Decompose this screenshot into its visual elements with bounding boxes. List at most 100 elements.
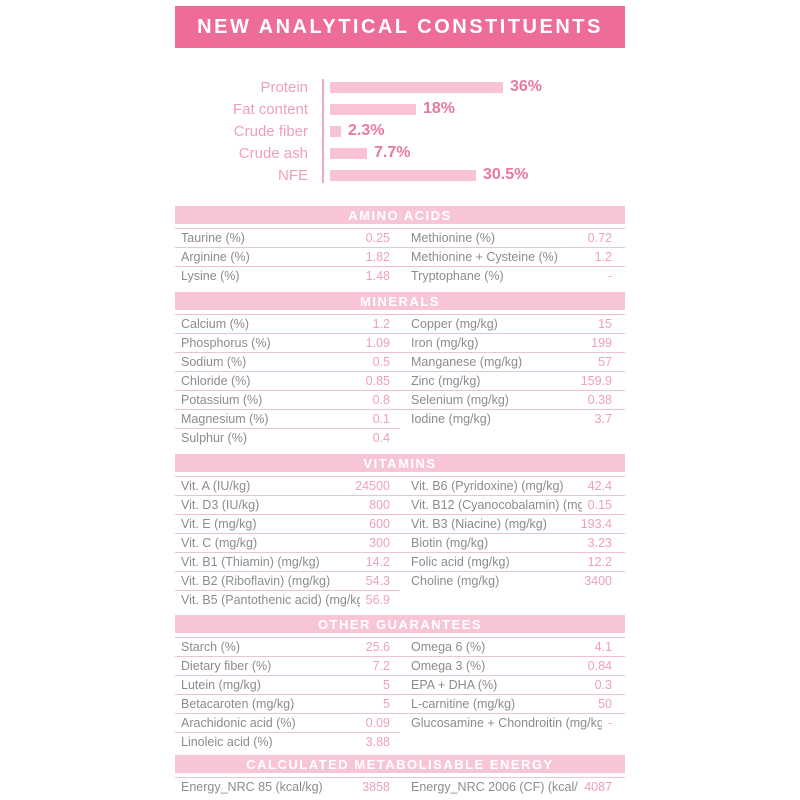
- table-row: Arachidonic acid (%) 0.09: [175, 713, 400, 732]
- row-label: Linoleic acid (%): [181, 735, 273, 749]
- row-label: Phosphorus (%): [181, 336, 271, 350]
- table-row: Omega 6 (%) 4.1: [400, 637, 625, 656]
- row-value: 7.2: [372, 659, 390, 673]
- row-label: Sodium (%): [181, 355, 247, 369]
- table-title-band: CALCULATED METABOLISABLE ENERGY: [175, 755, 625, 773]
- table-row: Iodine (mg/kg) 3.7: [400, 409, 625, 428]
- row-value: 0.25: [365, 231, 390, 245]
- row-value: 3.7: [594, 412, 612, 426]
- table-column-left: Taurine (%) 0.25 Arginine (%) 1.82 Lysine (%…: [175, 228, 400, 285]
- chart-row: Fat content 18%: [175, 98, 625, 120]
- row-value: 3.88: [365, 735, 390, 749]
- row-value: 0.84: [587, 659, 612, 673]
- table-vitamins: VITAMINS Vit. A (IU/kg) 24500 Vit. D3 (IU/k…: [175, 454, 625, 609]
- row-label: Omega 6 (%): [411, 640, 486, 654]
- table-column-right: Methionine (%) 0.72 Methionine + Cysteine …: [400, 228, 625, 285]
- table-row: Chloride (%) 0.85: [175, 371, 400, 390]
- table-row: Lutein (mg/kg) 5: [175, 675, 400, 694]
- row-value: 600: [369, 517, 390, 531]
- row-label: Zinc (mg/kg): [411, 374, 481, 388]
- row-label: Vit. B2 (Riboflavin) (mg/kg): [181, 574, 331, 588]
- table-row: Vit. B6 (Pyridoxine) (mg/kg) 42.4: [400, 476, 625, 495]
- table-row: Magnesium (%) 0.1: [175, 409, 400, 428]
- table-row: Betacaroten (mg/kg) 5: [175, 694, 400, 713]
- row-value: 0.85: [365, 374, 390, 388]
- table-row: Biotin (mg/kg) 3.23: [400, 533, 625, 552]
- table-columns: Starch (%) 25.6 Dietary fiber (%) 7.2 Lutein…: [175, 637, 625, 751]
- chart-category-label: NFE: [278, 166, 308, 184]
- table-row: EPA + DHA (%) 0.3: [400, 675, 625, 694]
- row-value: 50: [598, 697, 612, 711]
- row-value: -: [607, 269, 612, 283]
- row-label: Iron (mg/kg): [411, 336, 479, 350]
- table-title-band: OTHER GUARANTEES: [175, 615, 625, 633]
- header-banner: NEW ANALYTICAL CONSTITUENTS: [175, 6, 625, 48]
- row-value: 24500: [355, 479, 390, 493]
- row-value: 193.4: [580, 517, 612, 531]
- row-label: Tryptophane (%): [411, 269, 504, 283]
- table-column-right: Energy_NRC 2006 (CF) (kcal/kg) 4087: [400, 777, 625, 796]
- table-columns: Calcium (%) 1.2 Phosphorus (%) 1.09 Sodium (…: [175, 314, 625, 447]
- row-label: Betacaroten (mg/kg): [181, 697, 295, 711]
- row-label: Manganese (mg/kg): [411, 355, 523, 369]
- chart-category-label: Crude ash: [238, 144, 308, 162]
- table-title-band: AMINO ACIDS: [175, 206, 625, 224]
- table-row: Vit. B5 (Pantothenic acid) (mg/kg) 56.9: [175, 590, 400, 609]
- row-value: 12.2: [587, 555, 612, 569]
- row-value: 1.09: [365, 336, 390, 350]
- table-row: Calcium (%) 1.2: [175, 314, 400, 333]
- row-label: Vit. D3 (IU/kg): [181, 498, 260, 512]
- table-columns: Taurine (%) 0.25 Arginine (%) 1.82 Lysine (%…: [175, 228, 625, 285]
- chart-value-label: 30.5%: [483, 166, 529, 183]
- row-value: 3.23: [587, 536, 612, 550]
- table-title-band: VITAMINS: [175, 454, 625, 472]
- chart-row: Crude ash 7.7%: [175, 142, 625, 164]
- table-row: Sulphur (%) 0.4: [175, 428, 400, 447]
- table-column-right: Omega 6 (%) 4.1 Omega 3 (%) 0.84 EPA + DHA (…: [400, 637, 625, 751]
- chart-bar: [330, 169, 476, 181]
- analytical-chart: Protein 36% Fat content 18% Crude fiber 2.3% C…: [175, 76, 625, 186]
- chart-bar: [330, 103, 416, 115]
- row-value: 3858: [362, 780, 390, 794]
- row-value: 4.1: [594, 640, 612, 654]
- row-label: Lutein (mg/kg): [181, 678, 261, 692]
- row-value: 54.3: [365, 574, 390, 588]
- page-title: NEW ANALYTICAL CONSTITUENTS: [197, 15, 603, 38]
- table-row: Sodium (%) 0.5: [175, 352, 400, 371]
- table-row: Copper (mg/kg) 15: [400, 314, 625, 333]
- row-label: Dietary fiber (%): [181, 659, 272, 673]
- tables: AMINO ACIDS Taurine (%) 0.25 Arginine (%) 1.…: [175, 206, 625, 796]
- chart-bar: [330, 147, 367, 159]
- row-value: 0.8: [372, 393, 390, 407]
- row-label: Starch (%): [181, 640, 241, 654]
- table-row: Manganese (mg/kg) 57: [400, 352, 625, 371]
- row-value: 25.6: [365, 640, 390, 654]
- row-label: Taurine (%): [181, 231, 245, 245]
- table-row: Vit. A (IU/kg) 24500: [175, 476, 400, 495]
- row-value: 1.82: [365, 250, 390, 264]
- row-value: 5: [383, 697, 390, 711]
- row-value: 5: [383, 678, 390, 692]
- row-value: 57: [598, 355, 612, 369]
- table-row: Potassium (%) 0.8: [175, 390, 400, 409]
- table-row: Selenium (mg/kg) 0.38: [400, 390, 625, 409]
- row-label: Potassium (%): [181, 393, 263, 407]
- table-column-left: Calcium (%) 1.2 Phosphorus (%) 1.09 Sodium (…: [175, 314, 400, 447]
- chart-value-label: 2.3%: [348, 122, 385, 139]
- table-columns: Vit. A (IU/kg) 24500 Vit. D3 (IU/kg) 800 Vit…: [175, 476, 625, 609]
- table-row: Iron (mg/kg) 199: [400, 333, 625, 352]
- table-minerals: MINERALS Calcium (%) 1.2 Phosphorus (%) 1.09…: [175, 292, 625, 447]
- row-value: 0.09: [365, 716, 390, 730]
- row-label: Vit. B3 (Niacine) (mg/kg): [411, 517, 547, 531]
- row-label: Copper (mg/kg): [411, 317, 498, 331]
- table-row: Vit. B2 (Riboflavin) (mg/kg) 54.3: [175, 571, 400, 590]
- table-row: Zinc (mg/kg) 159.9: [400, 371, 625, 390]
- chart-value-label: 7.7%: [374, 144, 411, 161]
- table-columns: Energy_NRC 85 (kcal/kg) 3858 Energy_NRC 20…: [175, 777, 625, 796]
- row-value: 42.4: [587, 479, 612, 493]
- row-label: Chloride (%): [181, 374, 251, 388]
- table-row: L-carnitine (mg/kg) 50: [400, 694, 625, 713]
- table-row: Vit. D3 (IU/kg) 800: [175, 495, 400, 514]
- chart-value-label: 36%: [510, 78, 543, 95]
